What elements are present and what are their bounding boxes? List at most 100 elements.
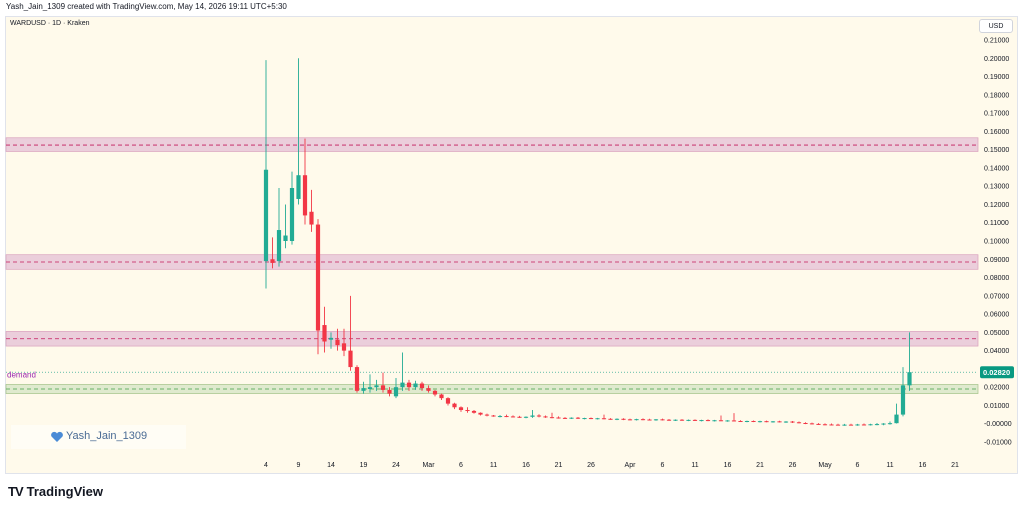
candle bbox=[887, 421, 893, 425]
candle bbox=[452, 402, 457, 410]
candle-body bbox=[816, 423, 821, 425]
candle-body bbox=[517, 416, 522, 418]
candle bbox=[478, 412, 483, 416]
candle-body bbox=[582, 418, 587, 420]
candle bbox=[686, 419, 691, 422]
candle bbox=[725, 420, 730, 422]
candle-body bbox=[465, 410, 470, 412]
candle bbox=[595, 417, 600, 420]
candle bbox=[848, 423, 854, 426]
candle-body bbox=[764, 421, 769, 423]
candle bbox=[348, 295, 353, 371]
y-tick-label: 0.02000 bbox=[984, 385, 1009, 392]
candle-body bbox=[400, 382, 405, 388]
candle bbox=[842, 423, 847, 426]
candle-body bbox=[783, 421, 789, 423]
y-tick-label: 0.13000 bbox=[984, 184, 1009, 191]
candle-body bbox=[757, 421, 763, 423]
candle bbox=[315, 219, 321, 355]
y-tick-label: 0.07000 bbox=[984, 293, 1009, 300]
candle bbox=[627, 418, 633, 421]
candle-body bbox=[848, 424, 854, 426]
candle-body bbox=[289, 188, 295, 241]
y-tick-label: 0.11000 bbox=[984, 220, 1009, 227]
y-tick-label: 0.16000 bbox=[984, 129, 1009, 136]
candle-body bbox=[491, 415, 496, 417]
candle-body bbox=[595, 418, 600, 420]
candle bbox=[809, 422, 815, 425]
candle bbox=[465, 407, 470, 413]
x-tick-label: 11 bbox=[886, 462, 893, 469]
candle-body bbox=[543, 416, 548, 418]
y-tick-label: 0.14000 bbox=[984, 165, 1009, 172]
x-tick-label: 16 bbox=[724, 462, 732, 469]
candle bbox=[634, 418, 639, 421]
candle bbox=[263, 60, 269, 289]
candle-body bbox=[588, 418, 594, 420]
candle bbox=[393, 378, 399, 399]
candle-body bbox=[575, 417, 581, 419]
candle-body bbox=[335, 339, 340, 346]
candle-body bbox=[530, 415, 535, 417]
candle bbox=[530, 410, 535, 418]
candle-body bbox=[614, 418, 620, 420]
candle bbox=[302, 138, 308, 225]
candle bbox=[439, 393, 444, 400]
x-tick-label: 14 bbox=[327, 462, 335, 469]
candle-body bbox=[601, 418, 607, 420]
candle bbox=[322, 306, 327, 353]
candle bbox=[894, 403, 899, 424]
candle bbox=[497, 414, 503, 418]
candle bbox=[757, 420, 763, 423]
candle bbox=[692, 419, 698, 421]
candle-body bbox=[510, 416, 516, 418]
candle bbox=[575, 416, 581, 419]
candle bbox=[400, 352, 405, 391]
candle-body bbox=[484, 414, 490, 416]
candle-body bbox=[627, 419, 633, 421]
candle-body bbox=[549, 417, 555, 419]
candle-body bbox=[270, 259, 275, 263]
currency-button[interactable]: USD bbox=[979, 19, 1013, 33]
candle-body bbox=[881, 423, 886, 425]
candle bbox=[666, 418, 672, 421]
candle bbox=[517, 415, 522, 418]
candle-body bbox=[556, 417, 561, 419]
candle-body bbox=[894, 414, 899, 424]
x-tick-label: 11 bbox=[691, 462, 698, 469]
x-tick-label: Apr bbox=[625, 462, 637, 469]
candle bbox=[445, 397, 451, 406]
candle bbox=[614, 418, 620, 421]
watermark-text: Yash_Jain_1309 bbox=[66, 430, 148, 442]
candle bbox=[712, 419, 717, 422]
candle-body bbox=[439, 394, 444, 399]
candle bbox=[432, 389, 438, 397]
candle-body bbox=[296, 175, 301, 199]
candle bbox=[601, 414, 607, 420]
candle-body bbox=[640, 419, 646, 421]
x-tick-label: Mar bbox=[422, 462, 435, 469]
tradingview-logo[interactable]: TV TradingView bbox=[8, 484, 103, 499]
candle bbox=[679, 419, 685, 421]
candle bbox=[907, 332, 912, 391]
candle-body bbox=[413, 383, 418, 388]
candle bbox=[536, 414, 542, 418]
candle bbox=[861, 423, 867, 426]
candle-body bbox=[855, 424, 860, 426]
candle bbox=[367, 374, 373, 393]
y-tick-label: 0.09000 bbox=[984, 257, 1009, 264]
candle-body bbox=[647, 419, 652, 421]
candle bbox=[549, 412, 555, 419]
candle-body bbox=[751, 420, 756, 422]
candle-body bbox=[608, 418, 613, 420]
candle-body bbox=[887, 423, 893, 425]
candle-body bbox=[393, 387, 399, 397]
x-tick-label: 4 bbox=[264, 462, 268, 469]
candle bbox=[387, 387, 392, 397]
candle-body bbox=[770, 421, 776, 423]
candle bbox=[647, 418, 652, 421]
y-tick-label: 0.17000 bbox=[984, 111, 1009, 118]
candle-body bbox=[835, 424, 841, 426]
candle-body bbox=[478, 412, 483, 415]
